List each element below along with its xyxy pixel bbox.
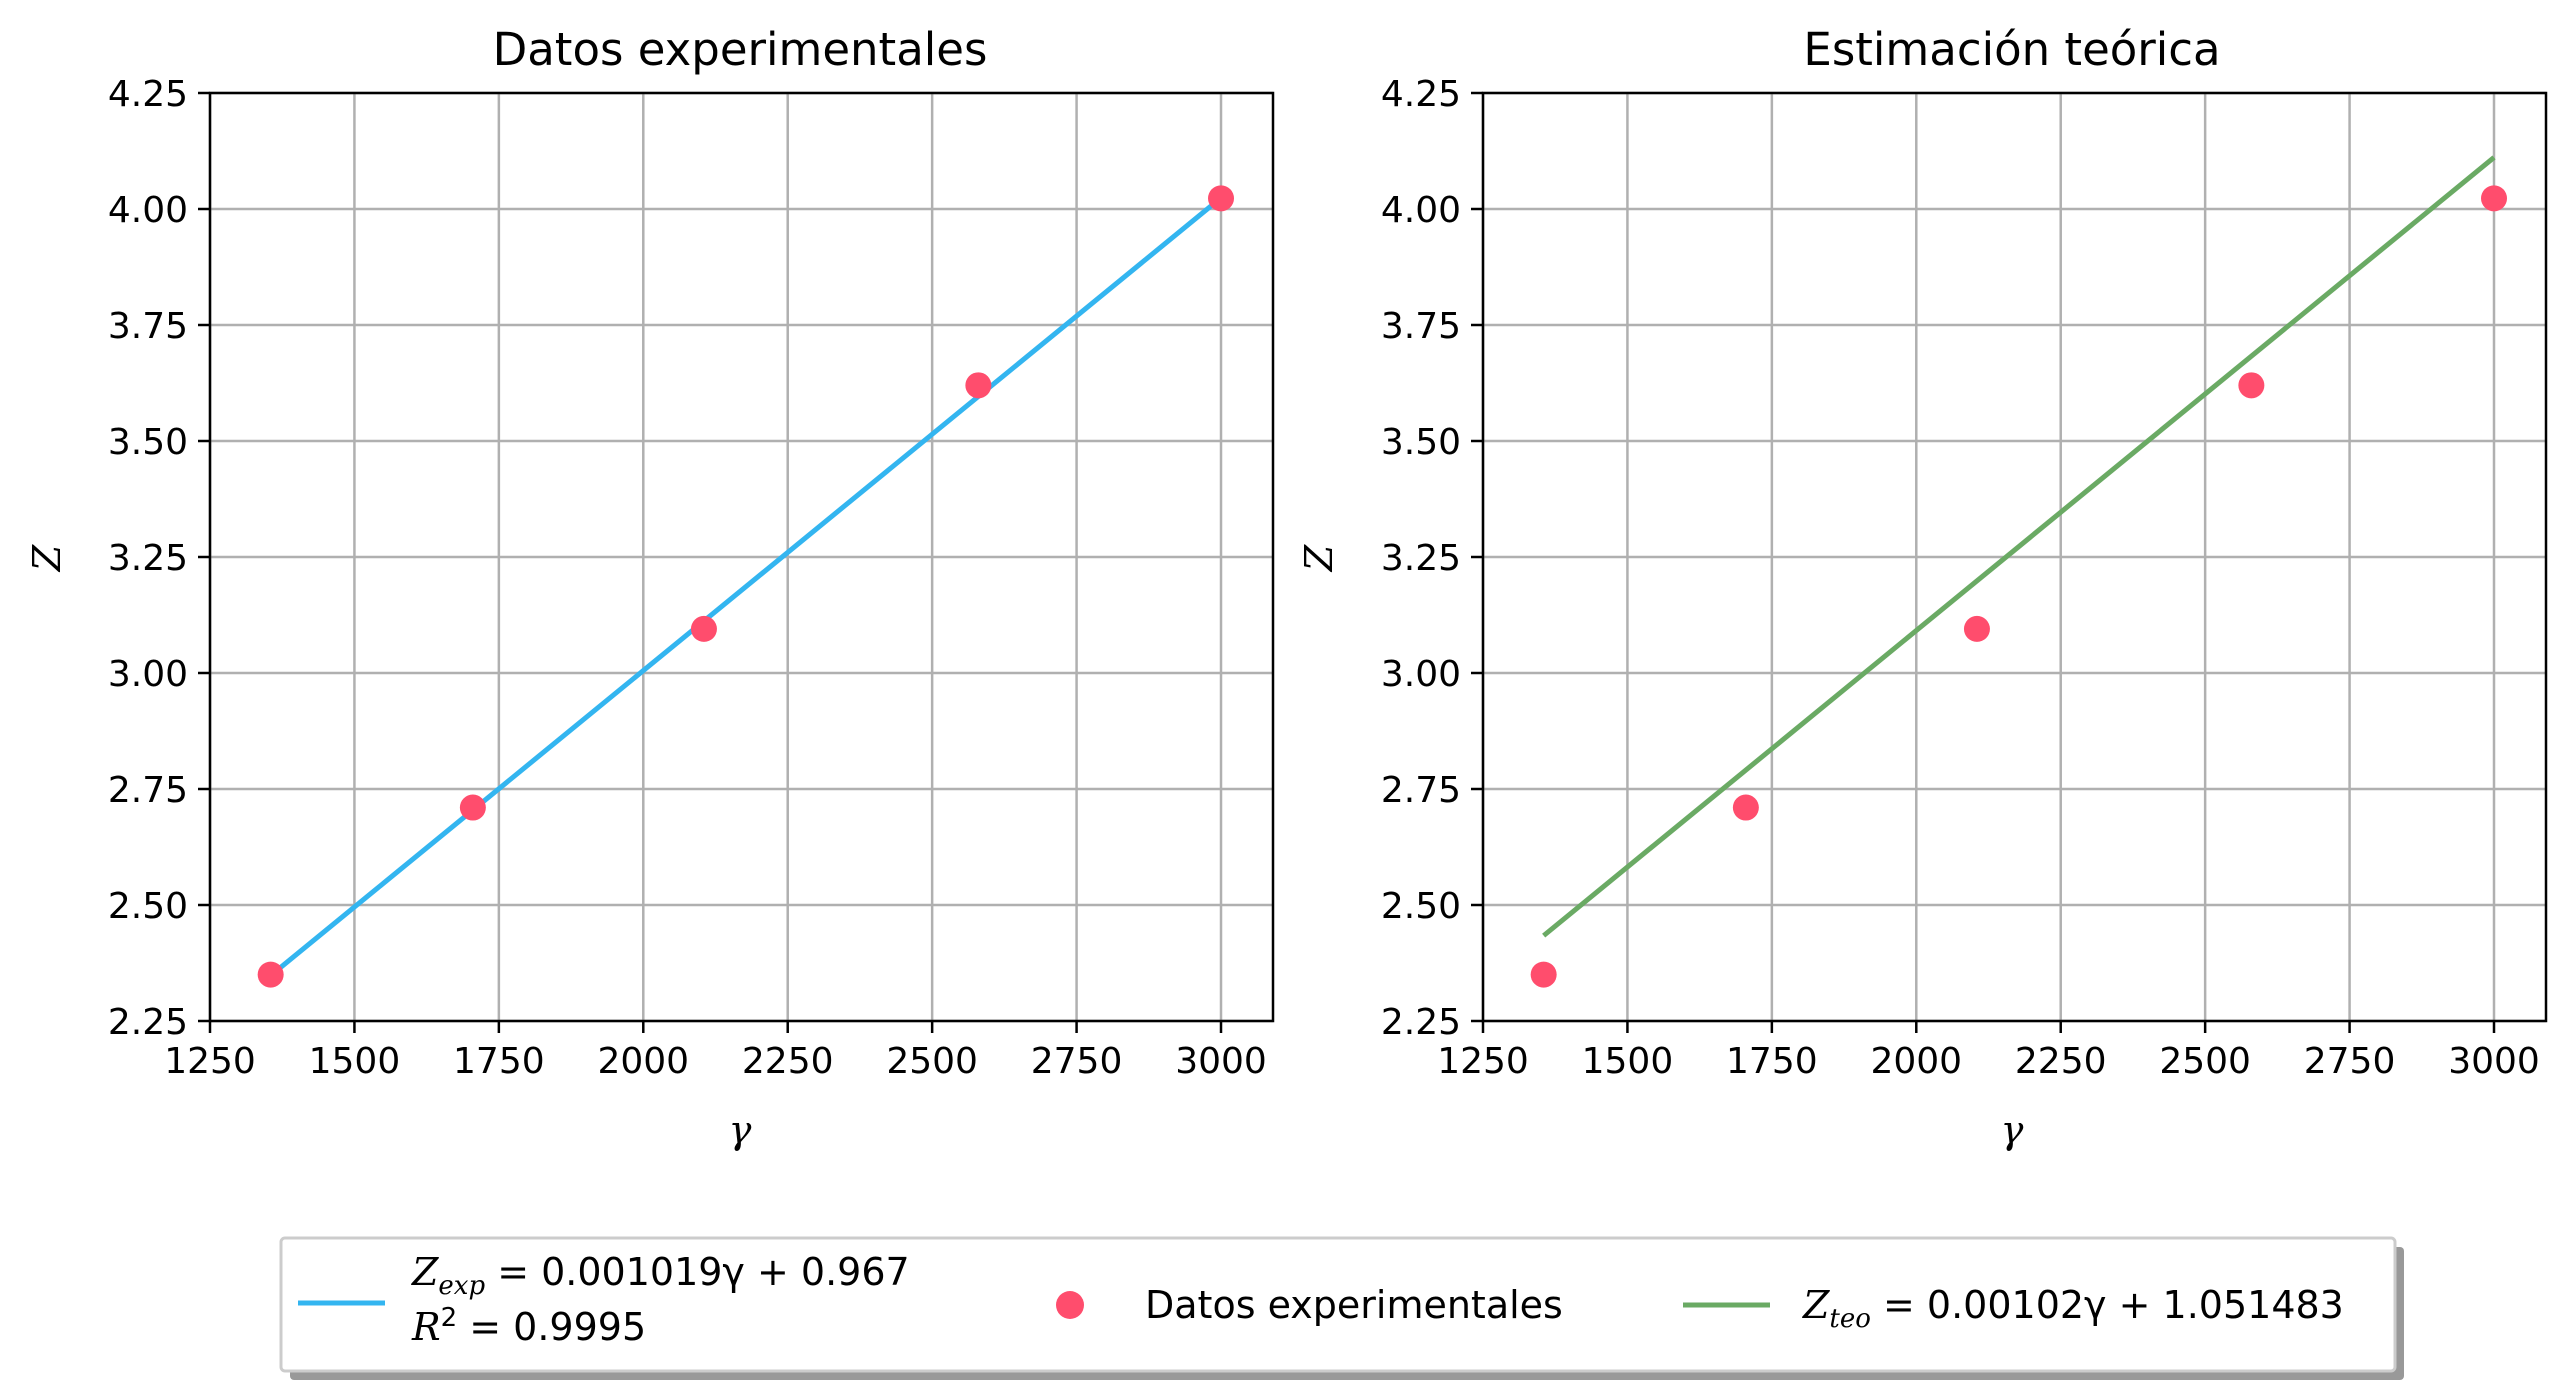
data-point bbox=[257, 961, 284, 988]
panel-left: Datos experimentales γ Z 1250 1500 1750 200… bbox=[25, 23, 1275, 1152]
x-tick-label: 2250 bbox=[2015, 1041, 2107, 1082]
legend-teo-symbol: Z bbox=[1802, 1283, 1830, 1327]
data-point bbox=[965, 372, 992, 399]
tick-labels: 1250 1500 1750 2000 2250 2500 2750 3000 2.25 2.50… bbox=[1381, 74, 2540, 1082]
chart-title: Estimación teórica bbox=[1803, 23, 2220, 76]
x-tick-label: 2500 bbox=[886, 1041, 978, 1082]
y-tick-label: 4.25 bbox=[108, 74, 188, 115]
grid bbox=[1481, 91, 2546, 1023]
data-point bbox=[1963, 615, 1990, 642]
legend-box bbox=[279, 1236, 2397, 1373]
legend-r2-symbol: R bbox=[411, 1305, 441, 1349]
y-tick-label: 3.00 bbox=[108, 654, 188, 695]
data-point bbox=[2238, 372, 2265, 399]
x-tick-label: 2000 bbox=[597, 1041, 689, 1082]
data-point bbox=[1530, 961, 1557, 988]
x-tick-label: 2750 bbox=[2304, 1041, 2396, 1082]
x-tick-label: 2000 bbox=[1870, 1041, 1962, 1082]
x-tick-label: 3000 bbox=[2448, 1041, 2540, 1082]
x-tick-label: 1750 bbox=[1726, 1041, 1818, 1082]
x-tick-label: 1750 bbox=[453, 1041, 545, 1082]
y-axis-label: Z bbox=[25, 544, 69, 572]
x-tick-label: 2750 bbox=[1031, 1041, 1123, 1082]
legend-label-exp-line2: R2 = 0.9995 bbox=[411, 1303, 646, 1349]
y-tick-label: 2.50 bbox=[1381, 886, 1461, 927]
y-tick-label: 3.00 bbox=[1381, 654, 1461, 695]
x-tick-label: 1250 bbox=[164, 1041, 256, 1082]
x-axis-label: γ bbox=[2001, 1108, 2024, 1152]
plot-marks bbox=[257, 185, 1235, 988]
legend-label-exp-line1: Zexp = 0.001019γ + 0.967 bbox=[411, 1250, 910, 1301]
data-point bbox=[690, 615, 717, 642]
legend-exp-symbol: Z bbox=[411, 1250, 439, 1294]
data-point bbox=[459, 794, 486, 821]
y-tick-label: 3.25 bbox=[108, 538, 188, 579]
fit-line bbox=[1542, 155, 2496, 938]
x-tick-label: 1500 bbox=[309, 1041, 401, 1082]
y-tick-label: 4.00 bbox=[1381, 190, 1461, 231]
data-point bbox=[1732, 794, 1759, 821]
data-point bbox=[2481, 185, 2508, 212]
x-axis-label: γ bbox=[729, 1108, 752, 1152]
legend-r2-superscript: 2 bbox=[441, 1303, 458, 1333]
x-tick-label: 1500 bbox=[1582, 1041, 1674, 1082]
x-tick-label: 2250 bbox=[742, 1041, 834, 1082]
legend-marker-data bbox=[1056, 1291, 1084, 1319]
legend-label-teo: Zteo = 0.00102γ + 1.051483 bbox=[1802, 1283, 2344, 1334]
tick-labels: 1250 1500 1750 2000 2250 2500 2750 3000 2.25 2.50… bbox=[108, 74, 1267, 1082]
y-tick-label: 2.25 bbox=[108, 1002, 188, 1043]
legend-label-data: Datos experimentales bbox=[1145, 1283, 1563, 1327]
y-tick-label: 4.00 bbox=[108, 190, 188, 231]
legend-exp-subscript: exp bbox=[438, 1271, 485, 1301]
y-tick-label: 3.25 bbox=[1381, 538, 1461, 579]
x-tick-label: 2500 bbox=[2159, 1041, 2251, 1082]
plot-marks bbox=[1530, 155, 2508, 988]
y-axis-label: Z bbox=[1297, 544, 1341, 572]
y-tick-label: 2.75 bbox=[1381, 770, 1461, 811]
fit-line bbox=[269, 195, 1223, 978]
grid bbox=[208, 91, 1273, 1023]
x-tick-label: 1250 bbox=[1437, 1041, 1529, 1082]
y-tick-label: 3.50 bbox=[1381, 422, 1461, 463]
y-tick-label: 4.25 bbox=[1381, 74, 1461, 115]
chart-title: Datos experimentales bbox=[493, 23, 988, 76]
y-tick-label: 3.75 bbox=[1381, 306, 1461, 347]
x-tick-label: 3000 bbox=[1175, 1041, 1267, 1082]
legend-teo-equation: = 0.00102γ + 1.051483 bbox=[1871, 1283, 2344, 1327]
legend-teo-subscript: teo bbox=[1829, 1304, 1871, 1334]
panel-right: Estimación teórica γ Z 1250 1500 1750 2000 2… bbox=[1297, 23, 2548, 1152]
y-tick-label: 3.75 bbox=[108, 306, 188, 347]
y-tick-label: 2.75 bbox=[108, 770, 188, 811]
legend-r2-value: = 0.9995 bbox=[457, 1305, 646, 1349]
y-tick-label: 2.50 bbox=[108, 886, 188, 927]
y-tick-label: 3.50 bbox=[108, 422, 188, 463]
data-point bbox=[1208, 185, 1235, 212]
y-tick-label: 2.25 bbox=[1381, 1002, 1461, 1043]
legend-exp-equation: = 0.001019γ + 0.967 bbox=[485, 1250, 910, 1294]
legend: Zexp = 0.001019γ + 0.967 R2 = 0.9995 Dat… bbox=[279, 1236, 2404, 1380]
